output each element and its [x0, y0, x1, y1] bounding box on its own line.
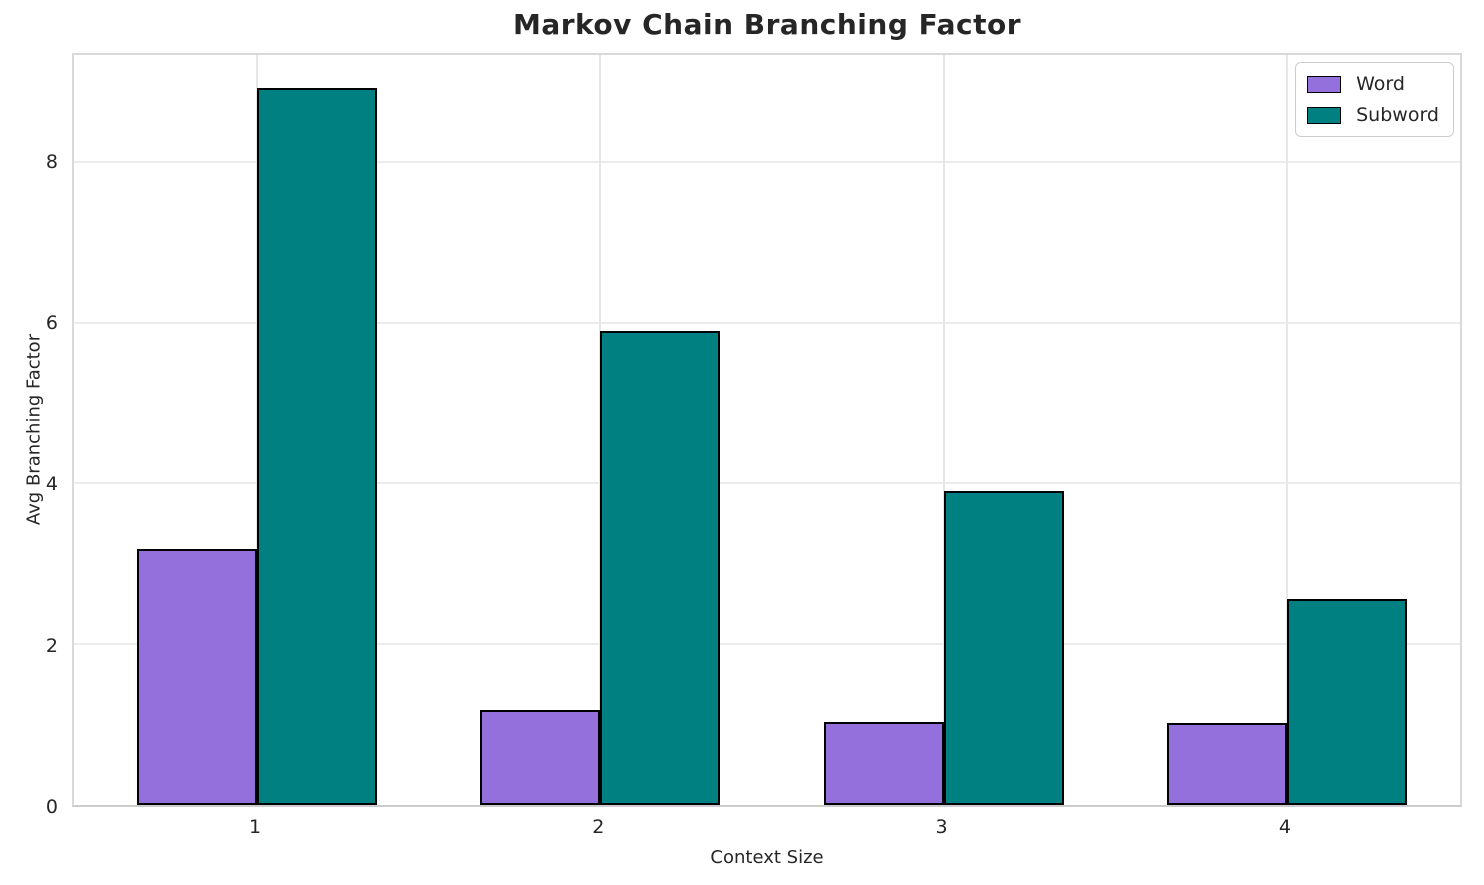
- bar-word-3: [823, 721, 944, 805]
- legend-swatch-icon: [1307, 106, 1342, 124]
- y-tick-label: 4: [45, 473, 58, 496]
- bar-word-2: [480, 709, 601, 805]
- y-axis-label: Avg Branching Factor: [23, 333, 45, 526]
- legend-item-subword: Subword: [1307, 104, 1439, 126]
- x-axis-label: Context Size: [710, 847, 824, 868]
- gridline-vertical: [1285, 55, 1288, 805]
- plot-area: Word Subword: [72, 53, 1462, 807]
- bar-subword-2: [600, 330, 721, 805]
- bar-subword-1: [257, 88, 377, 805]
- legend-label: Subword: [1356, 104, 1439, 126]
- y-tick-label: 0: [45, 796, 58, 818]
- gridline-vertical: [942, 55, 945, 805]
- legend-label: Word: [1356, 73, 1405, 95]
- legend-swatch-icon: [1307, 75, 1342, 93]
- x-tick-label: 3: [935, 816, 948, 838]
- y-tick-label: 8: [45, 150, 58, 173]
- x-tick-label: 1: [248, 816, 262, 838]
- chart-title: Markov Chain Branching Factor: [512, 8, 1022, 41]
- legend: Word Subword: [1295, 62, 1454, 137]
- bar-word-1: [137, 548, 257, 805]
- gridline-horizontal: [74, 642, 1460, 645]
- x-tick-label: 2: [592, 816, 605, 838]
- gridline-horizontal: [74, 321, 1460, 324]
- y-tick-label: 2: [45, 634, 58, 657]
- bar-subword-3: [943, 490, 1064, 805]
- y-tick-label: 6: [45, 312, 58, 335]
- gridline-horizontal: [74, 482, 1460, 485]
- bar-word-4: [1166, 722, 1287, 805]
- x-tick-label: 4: [1278, 816, 1291, 838]
- legend-item-word: Word: [1307, 73, 1439, 95]
- gridline-horizontal: [74, 161, 1460, 164]
- bar-subword-4: [1286, 598, 1407, 805]
